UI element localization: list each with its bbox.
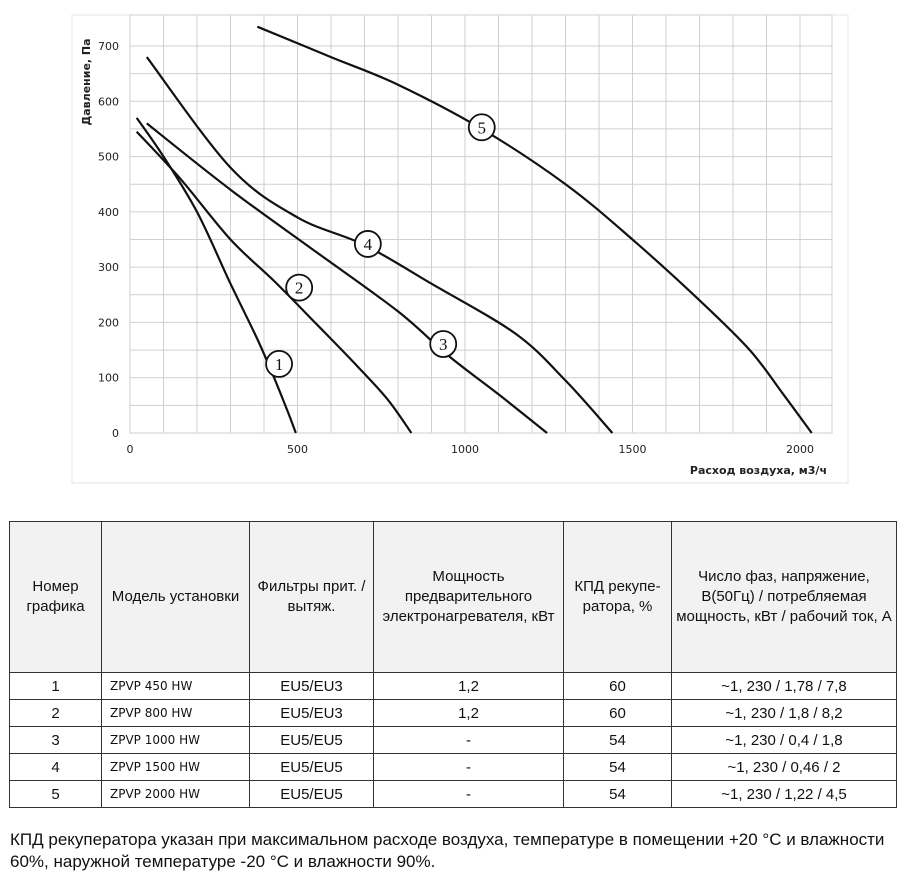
series-marker-2 [285,273,314,302]
series-line-1 [135,117,297,434]
table-row: 1 ZPVP 450 HW EU5/EU3 1,2 60 ~1, 230 / 1,78 /… [9,672,897,700]
series-label-3: 3 [439,335,448,354]
series-line-4 [145,56,614,434]
series-label-2: 2 [295,279,304,298]
y-tick-label: 300 [98,261,119,274]
cell-filters: EU5/EU5 [249,726,374,754]
cell-electrical: ~1, 230 / 0,46 / 2 [671,753,897,781]
table-row: 2 ZPVP 800 HW EU5/EU3 1,2 60 ~1, 230 / 1,8 / … [9,699,897,727]
cell-efficiency: 60 [563,672,672,700]
cell-filters: EU5/EU3 [249,672,374,700]
cell-efficiency: 54 [563,780,672,808]
cell-electrical: ~1, 230 / 1,8 / 8,2 [671,699,897,727]
y-axis-title: Давление, Па [80,38,93,125]
cell-model: ZPVP 1000 HW [101,726,250,754]
y-tick-label: 700 [98,40,119,53]
cell-electrical: ~1, 230 / 0,4 / 1,8 [671,726,897,754]
cell-model: ZPVP 450 HW [101,672,250,700]
cell-model: ZPVP 2000 HW [101,780,250,808]
series-label-5: 5 [478,118,487,137]
cell-heater-power: - [373,726,564,754]
cell-heater-power: - [373,780,564,808]
x-axis-title: Расход воздуха, м3/ч [690,464,827,477]
plot-area [129,14,833,434]
cell-heater-power: 1,2 [373,699,564,727]
series-label-4: 4 [364,235,373,254]
table-row: 3 ZPVP 1000 HW EU5/EU5-54 ~1, 230 / 0,4 / 1… [9,726,897,754]
header-efficiency: КПД рекупе- ратора, % [563,521,672,673]
cell-efficiency: 54 [563,753,672,781]
cell-filters: EU5/EU3 [249,699,374,727]
footnote: КПД рекуператора указан при максимальном… [10,830,885,871]
y-tick-label: 500 [98,151,119,164]
cell-graph-number: 3 [9,726,102,754]
cell-model: ZPVP 800 HW [101,699,250,727]
series-marker-1 [265,349,293,378]
cell-graph-number: 2 [9,699,102,727]
series-marker-3 [429,330,458,358]
cell-graph-number: 4 [9,753,102,781]
cell-heater-power: 1,2 [373,672,564,700]
cell-model: ZPVP 1500 HW [101,753,250,781]
cell-graph-number: 1 [9,672,102,700]
pressure-flow-chart: 0 500 1000 1500 2000 0 100 200 300 400 500 600 700 Ра… [71,14,849,484]
chart-svg: 0 500 1000 1500 2000 0 100 200 300 400 500 600 700 Ра… [71,14,849,484]
y-tick-label: 100 [98,372,119,385]
x-tick-label: 1000 [451,443,479,456]
series-label-1: 1 [275,355,284,374]
header-electrical: Число фаз, напряжение, В(50Гц) / потребл… [671,521,897,673]
cell-efficiency: 60 [563,699,672,727]
x-tick-label: 2000 [786,443,814,456]
x-tick-label: 1500 [619,443,647,456]
y-tick-label: 600 [98,95,119,108]
x-tick-label: 0 [127,443,134,456]
header-heater-power: Мощность предварительного электронагрева… [373,521,564,673]
series-line-3 [146,122,548,434]
y-tick-label: 400 [98,206,119,219]
x-tick-label: 500 [287,443,308,456]
table-row: 4 ZPVP 1500 HW EU5/EU5-54 ~1, 230 / 0,46 / … [9,753,897,781]
y-tick-label: 200 [98,316,119,329]
table-header-row: Номер графика Модель установки Фильтры п… [9,521,897,673]
cell-filters: EU5/EU5 [249,753,374,781]
cell-efficiency: 54 [563,726,672,754]
series-marker-5 [467,113,496,142]
cell-graph-number: 5 [9,780,102,808]
cell-electrical: ~1, 230 / 1,78 / 7,8 [671,672,897,700]
cell-electrical: ~1, 230 / 1,22 / 4,5 [671,780,897,808]
series-line-5 [256,25,813,434]
header-graph-number: Номер графика [9,521,102,673]
y-tick-label: 0 [112,427,119,440]
specs-table: Номер графика Модель установки Фильтры п… [9,521,897,808]
series-marker-4 [353,230,382,258]
cell-heater-power: - [373,753,564,781]
header-model: Модель установки [101,521,250,673]
header-filters: Фильтры прит. / вытяж. [249,521,374,673]
cell-filters: EU5/EU5 [249,780,374,808]
table-row: 5 ZPVP 2000 HW EU5/EU5-54 ~1, 230 / 1,22 / … [9,780,897,808]
